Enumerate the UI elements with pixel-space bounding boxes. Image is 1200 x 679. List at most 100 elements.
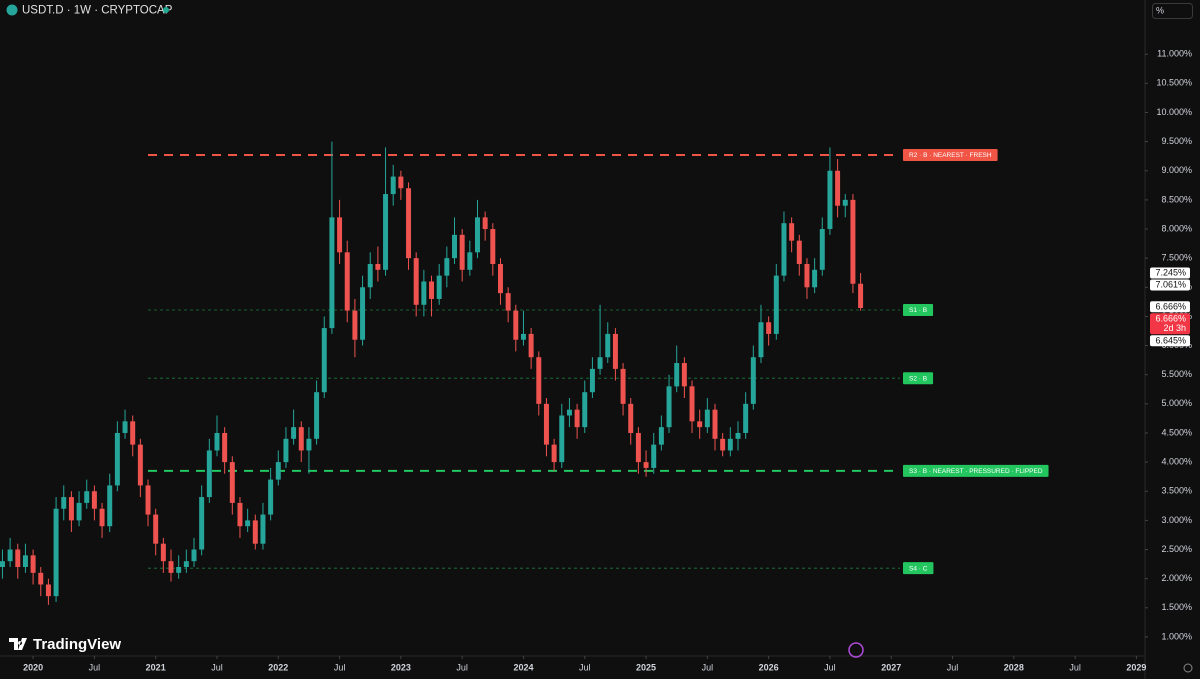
candle-body bbox=[482, 217, 488, 230]
candle-body bbox=[452, 234, 457, 259]
candle-body bbox=[505, 293, 511, 311]
candle-body bbox=[436, 275, 442, 299]
level-label: S3 · B · NEAREST · PRESSURED · FLIPPED bbox=[909, 468, 1043, 475]
y-tick-label: 10.000% bbox=[1156, 107, 1192, 117]
status-dot bbox=[163, 7, 169, 13]
symbol-title[interactable]: USDT.D · 1W · CRYPTOCAP bbox=[22, 5, 173, 17]
candle-body bbox=[199, 497, 205, 550]
candle-body bbox=[390, 176, 396, 195]
candle-body bbox=[114, 432, 120, 486]
logo[interactable]: TradingView bbox=[9, 636, 121, 653]
y-tick-label: 10.500% bbox=[1156, 78, 1192, 88]
x-tick-label: 2020 bbox=[23, 662, 43, 672]
x-tick-label: 2027 bbox=[881, 662, 901, 672]
price-label-box bbox=[1150, 335, 1190, 347]
x-tick-label: 2026 bbox=[759, 662, 779, 672]
alert-icon[interactable] bbox=[848, 642, 864, 658]
levels: R2 · B · NEAREST · FRESH S1 · B S2 · B S3 ·… bbox=[148, 149, 1049, 575]
symbol-icon bbox=[6, 4, 18, 16]
candle-body bbox=[513, 310, 519, 340]
y-tick-label: 1.500% bbox=[1161, 602, 1192, 612]
candle-body bbox=[674, 363, 680, 387]
y-tick-label: 4.500% bbox=[1161, 427, 1192, 437]
candle-body bbox=[329, 217, 335, 329]
candle-body bbox=[15, 549, 21, 568]
x-tick-label: 2023 bbox=[391, 662, 411, 672]
candle-body bbox=[130, 421, 136, 445]
candle-body bbox=[804, 263, 810, 288]
x-tick-label: 2025 bbox=[636, 662, 656, 672]
candle-body bbox=[497, 263, 503, 294]
candle-body bbox=[337, 217, 343, 253]
settings-icon[interactable] bbox=[1183, 663, 1193, 673]
y-tick-label: 9.000% bbox=[1161, 165, 1192, 175]
candle-body bbox=[222, 432, 228, 463]
candle-body bbox=[429, 281, 435, 299]
candle-body bbox=[107, 485, 113, 527]
candle-body bbox=[122, 421, 128, 433]
logo-icon bbox=[9, 638, 27, 650]
price-label: 6.666% bbox=[1155, 301, 1186, 311]
candle-body bbox=[651, 444, 657, 468]
candle-body bbox=[620, 368, 626, 404]
candle-body bbox=[582, 392, 588, 428]
y-tick-label: 2.000% bbox=[1161, 573, 1192, 583]
y-tick-label: 9.500% bbox=[1161, 136, 1192, 146]
y-tick-label: 8.000% bbox=[1161, 223, 1192, 233]
candle-body bbox=[536, 357, 542, 404]
scale-button-box[interactable] bbox=[1152, 3, 1193, 19]
candle-body bbox=[375, 263, 381, 270]
y-tick-label: 1.000% bbox=[1161, 631, 1192, 641]
candle-body bbox=[758, 322, 764, 358]
candle-body bbox=[566, 409, 572, 416]
x-tick-label: Jul bbox=[456, 662, 468, 672]
candle-body bbox=[551, 444, 557, 463]
candle-body bbox=[268, 479, 274, 515]
candle-body bbox=[367, 263, 373, 288]
x-tick-label: Jul bbox=[334, 662, 346, 672]
candle-body bbox=[789, 223, 795, 241]
y-tick-label: 8.500% bbox=[1161, 194, 1192, 204]
candle-body bbox=[735, 432, 741, 439]
candle-body bbox=[0, 561, 5, 568]
candle-body bbox=[99, 508, 105, 527]
level-label-box bbox=[903, 372, 934, 385]
candle-body bbox=[7, 549, 13, 562]
level-label-box bbox=[903, 149, 998, 162]
candle-body bbox=[842, 199, 848, 206]
candle-body bbox=[574, 409, 580, 428]
x-tick-label: 2029 bbox=[1126, 662, 1146, 672]
candle-body bbox=[635, 432, 641, 463]
candle-body bbox=[168, 561, 174, 573]
candle-body bbox=[206, 450, 212, 498]
candle-body bbox=[91, 491, 97, 509]
candle-body bbox=[520, 333, 526, 340]
price-label: 6.645% bbox=[1155, 335, 1186, 345]
scale-button[interactable]: % bbox=[1156, 5, 1164, 15]
x-tick-label: 2022 bbox=[268, 662, 288, 672]
price-countdown: 2d 3h bbox=[1163, 323, 1186, 333]
candle-body bbox=[275, 462, 281, 480]
candle-body bbox=[796, 240, 802, 264]
candle-body bbox=[245, 520, 251, 527]
candle-body bbox=[543, 403, 549, 445]
candle-body bbox=[22, 555, 28, 568]
candle-body bbox=[727, 438, 733, 451]
level-label-box bbox=[903, 562, 934, 575]
candle-body bbox=[628, 403, 634, 433]
x-tick-label: Jul bbox=[211, 662, 223, 672]
y-tick-label: 2.500% bbox=[1161, 544, 1192, 554]
x-tick-label: Jul bbox=[1069, 662, 1081, 672]
candle-body bbox=[176, 567, 182, 573]
candle-body bbox=[398, 176, 404, 189]
candle-body bbox=[827, 170, 833, 230]
logo-text[interactable]: TradingView bbox=[33, 636, 121, 653]
y-tick-label: 3.000% bbox=[1161, 515, 1192, 525]
level-label-box bbox=[903, 464, 1049, 477]
price-label: 7.245% bbox=[1155, 268, 1186, 278]
candle-body bbox=[612, 333, 618, 369]
candle-body bbox=[605, 333, 611, 358]
candle-body bbox=[773, 275, 779, 334]
candles bbox=[0, 141, 864, 605]
